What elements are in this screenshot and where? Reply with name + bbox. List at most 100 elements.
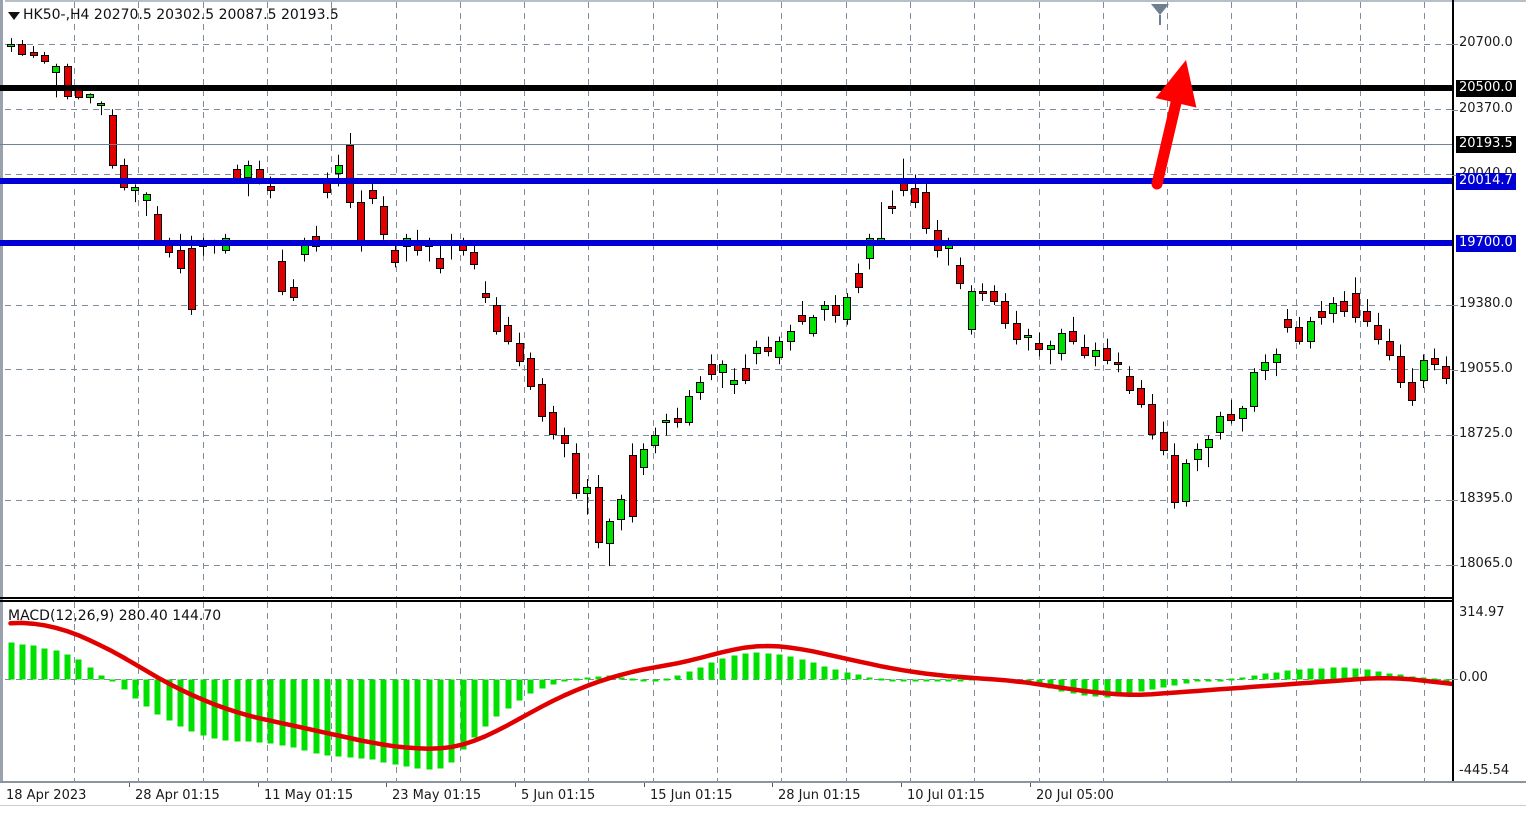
- macd-chart-canvas[interactable]: [5, 602, 1452, 781]
- chart-cursor-triangle-icon[interactable]: [1151, 4, 1169, 15]
- candle-body: [516, 343, 524, 362]
- level-line-current-price-20193[interactable]: [0, 144, 1452, 145]
- macd-histogram-bar: [256, 679, 263, 743]
- candle-body: [787, 331, 795, 342]
- candle-body: [527, 358, 535, 387]
- price-axis-label: 20370.0: [1459, 101, 1513, 116]
- macd-histogram-bar: [87, 667, 94, 680]
- price-axis-tick: [1452, 370, 1458, 371]
- candle-body: [1261, 362, 1269, 371]
- macd-histogram-bar: [561, 679, 568, 682]
- candle-body: [1307, 321, 1315, 342]
- macd-histogram-bar: [369, 679, 376, 760]
- macd-histogram-bar: [810, 662, 817, 680]
- macd-histogram-bar: [697, 667, 704, 680]
- time-axis-tick: [129, 783, 130, 787]
- candle-body: [1035, 343, 1043, 350]
- candle-body: [86, 94, 94, 98]
- candle-body: [120, 165, 128, 188]
- level-line-support-19700[interactable]: [0, 240, 1452, 246]
- candle-body: [1058, 333, 1066, 354]
- macd-histogram-bar: [776, 654, 783, 680]
- arrow-shaft: [1151, 89, 1184, 190]
- macd-histogram-bar: [934, 679, 941, 682]
- macd-histogram-bar: [505, 679, 512, 709]
- candle-body: [990, 291, 998, 302]
- macd-histogram-bar: [493, 679, 500, 717]
- macd-histogram-bar: [686, 671, 693, 680]
- macd-histogram-bar: [832, 669, 839, 680]
- macd-histogram-bar: [584, 677, 591, 680]
- macd-histogram-bar: [414, 679, 421, 769]
- macd-histogram-bar: [1262, 673, 1269, 680]
- price-axis-label: 20193.5: [1456, 136, 1516, 153]
- macd-histogram-bar: [392, 679, 399, 765]
- candle-body: [1137, 388, 1145, 405]
- price-axis-label: 19055.0: [1459, 361, 1513, 376]
- macd-histogram-bar: [200, 679, 207, 736]
- candle-body: [888, 206, 896, 209]
- macd-histogram-bar: [211, 679, 218, 739]
- candle-body: [595, 487, 603, 543]
- candle-body: [41, 55, 49, 62]
- candle-body: [436, 258, 444, 269]
- time-axis[interactable]: 18 Apr 2023 28 Apr 01:15 11 May 01:15 23 Ma…: [0, 783, 1526, 807]
- macd-histogram-bar: [1273, 672, 1280, 680]
- macd-histogram-bar: [1160, 679, 1167, 688]
- candle-body: [606, 521, 614, 544]
- price-chart-panel[interactable]: [5, 2, 1452, 598]
- macd-histogram-bar: [1284, 670, 1291, 680]
- macd-histogram-bar: [335, 679, 342, 757]
- chart-cursor-line: [1159, 15, 1161, 25]
- chevron-down-icon[interactable]: [8, 12, 20, 20]
- candle-body: [1352, 293, 1360, 318]
- macd-histogram-bar: [380, 679, 387, 763]
- macd-histogram-bar: [132, 679, 139, 699]
- price-axis-separator: [1452, 0, 1454, 783]
- symbol-ohlc-header: HK50-,H4 20270.5 20302.5 20087.5 20193.5: [23, 7, 339, 23]
- candle-body: [911, 188, 919, 203]
- macd-histogram-bar: [403, 679, 410, 767]
- candle-body: [753, 347, 761, 354]
- macd-indicator-panel[interactable]: [5, 602, 1452, 781]
- candle-body: [1103, 348, 1111, 361]
- panel-divider-top: [0, 597, 1452, 599]
- macd-histogram-bar: [460, 679, 467, 750]
- macd-histogram-bar: [8, 642, 15, 680]
- macd-histogram-bar: [708, 662, 715, 680]
- candle-body: [7, 44, 15, 47]
- candle-body: [369, 190, 377, 199]
- candle-body: [742, 368, 750, 381]
- macd-histogram-bar: [1115, 679, 1122, 697]
- candle-body: [1250, 372, 1258, 407]
- candle-body: [775, 341, 783, 358]
- arrow-head: [1155, 60, 1197, 108]
- candle-body: [708, 364, 716, 375]
- candle-body: [1148, 404, 1156, 435]
- macd-histogram-bar: [267, 679, 274, 744]
- candle-body: [1420, 360, 1428, 381]
- macd-histogram-bar: [1205, 679, 1212, 682]
- level-line-resistance-20500[interactable]: [0, 85, 1452, 91]
- candle-body: [482, 293, 490, 298]
- macd-histogram-bar: [912, 679, 919, 682]
- price-axis-tick: [1452, 565, 1458, 566]
- candle-body: [346, 145, 354, 203]
- candle-body: [843, 297, 851, 320]
- macd-histogram-bar: [674, 675, 681, 680]
- candle-body: [674, 418, 682, 423]
- macd-histogram-bar: [1138, 679, 1145, 692]
- candle-body: [1363, 311, 1371, 322]
- bullish-arrow-annotation[interactable]: [1127, 30, 1216, 214]
- macd-histogram-bar: [573, 678, 580, 681]
- candle-body: [821, 305, 829, 310]
- macd-histogram-bar: [358, 679, 365, 759]
- macd-histogram-bar: [1352, 668, 1359, 680]
- macd-histogram-bar: [866, 677, 873, 680]
- candle-body: [188, 248, 196, 310]
- level-line-support-20014[interactable]: [0, 178, 1452, 184]
- price-chart-canvas[interactable]: [5, 2, 1452, 598]
- candle-body: [1182, 463, 1190, 502]
- price-axis-tick: [1452, 44, 1458, 45]
